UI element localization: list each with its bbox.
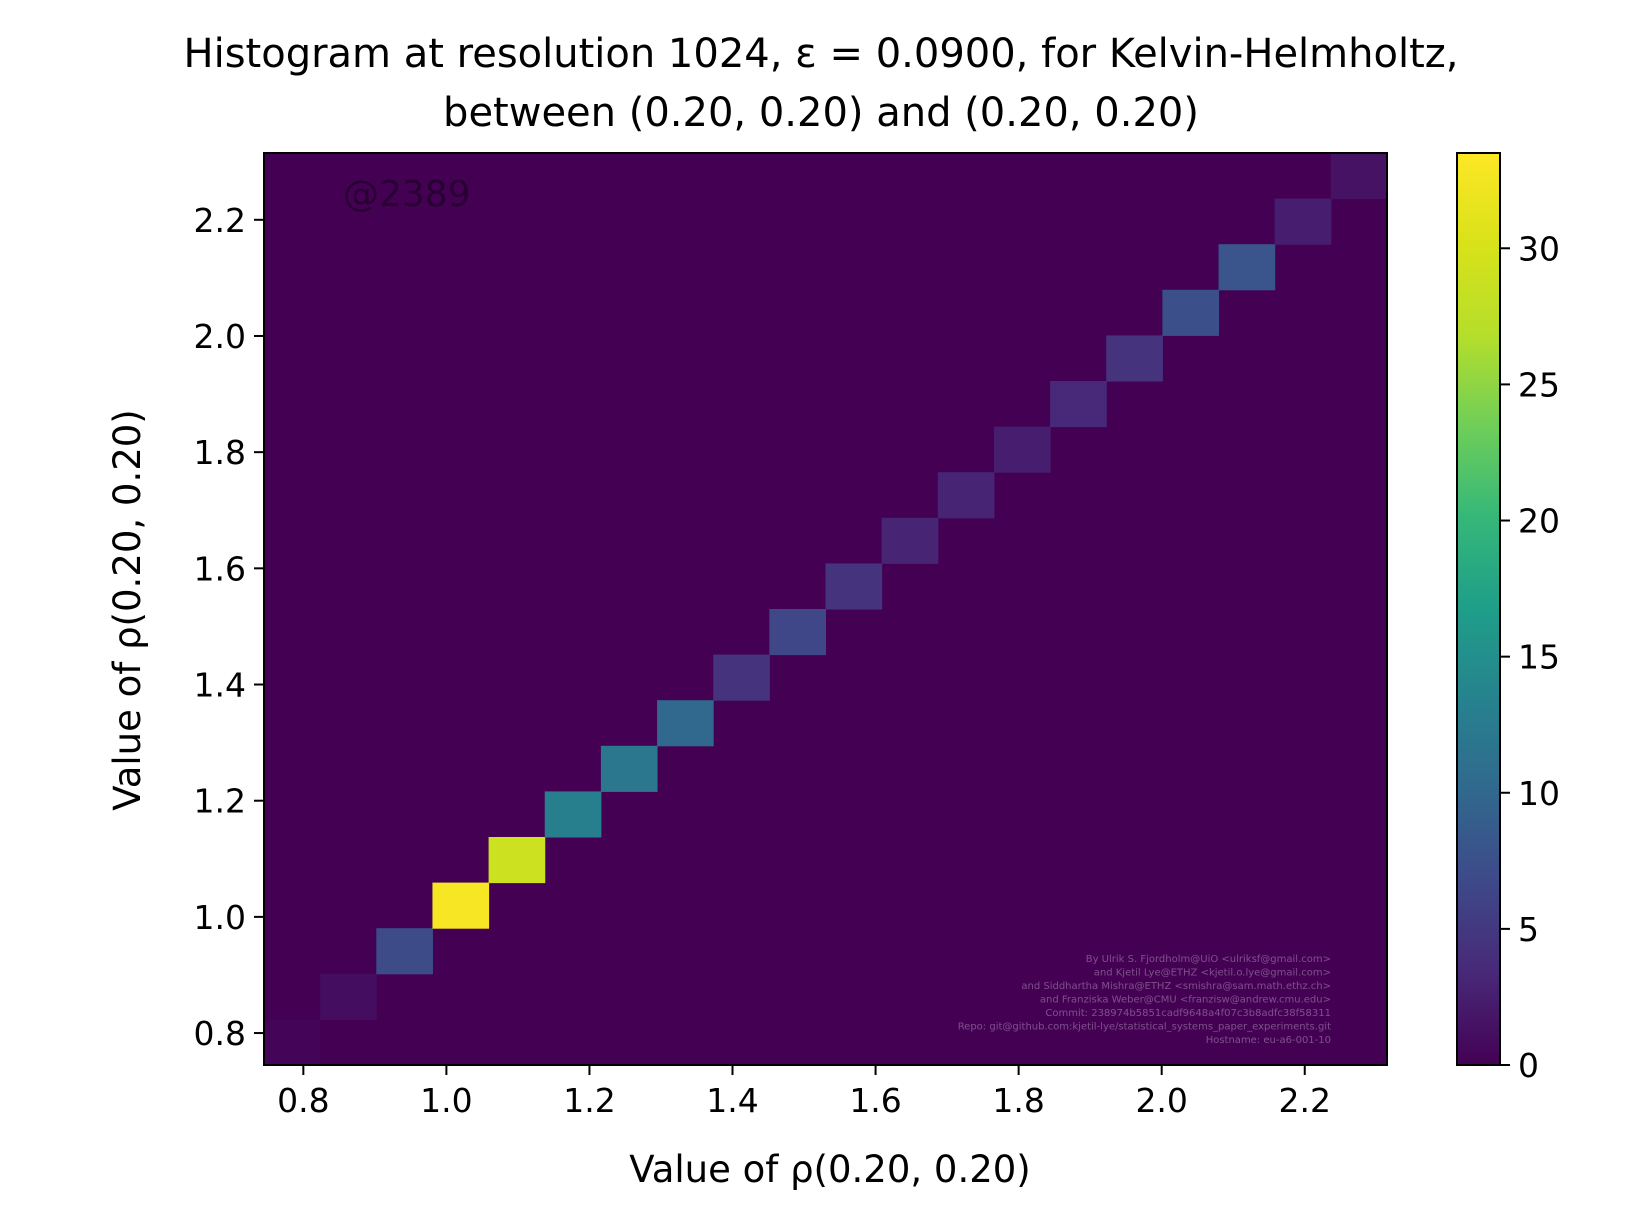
x-tick-label-2: 1.2 <box>563 1081 615 1120</box>
colorbar <box>1456 152 1501 1066</box>
colorbar-tick-label-6: 30 <box>1518 229 1560 268</box>
x-tick-label-4: 1.6 <box>849 1081 901 1120</box>
x-tick-label-3: 1.4 <box>706 1081 758 1120</box>
heatmap-cell-1 <box>320 973 377 1020</box>
heatmap-cell-2 <box>376 928 433 975</box>
plot-frame <box>263 152 1388 1066</box>
heatmap-cell-18 <box>1274 198 1332 245</box>
heatmap-cell-13 <box>993 426 1051 473</box>
y-tick-label-3: 1.4 <box>194 666 246 705</box>
x-tick-label-6: 2.0 <box>1135 1081 1187 1120</box>
y-tick-label-0: 0.8 <box>194 1014 246 1053</box>
y-axis-ticks: 0.8 1.0 1.2 1.4 1.6 1.8 2.0 2.2 <box>194 201 264 1053</box>
colorbar-tick-label-3: 15 <box>1518 638 1560 677</box>
heatmap-cell-11 <box>881 517 939 564</box>
heatmap-cell-16 <box>1162 289 1220 336</box>
heatmap-cell-8 <box>713 654 770 701</box>
watermark-label: @2389 <box>343 174 471 215</box>
heatmap-cell-0 <box>264 1019 321 1066</box>
colorbar-tick-label-1: 5 <box>1518 910 1539 949</box>
heatmap-cell-7 <box>657 700 714 747</box>
credits-line-4: Commit: 238974b5851cadf9648a4f07c3b8adfc… <box>1045 1008 1331 1019</box>
heatmap-cell-17 <box>1218 244 1276 291</box>
y-tick-label-5: 1.8 <box>194 433 246 472</box>
heatmap-cell-19 <box>1330 153 1388 200</box>
x-tick-label-1: 1.0 <box>420 1081 472 1120</box>
colorbar-tick-label-2: 10 <box>1518 774 1560 813</box>
y-tick-label-6: 2.0 <box>194 317 246 356</box>
x-tick-label-7: 2.2 <box>1278 1081 1330 1120</box>
heatmap-cell-4 <box>488 837 546 884</box>
heatmap-cell-5 <box>544 791 602 838</box>
x-tick-label-0: 0.8 <box>277 1081 329 1120</box>
y-tick-label-7: 2.2 <box>194 201 246 240</box>
y-axis-label: Value of ρ(0.20, 0.20) <box>106 409 149 810</box>
x-tick-label-5: 1.8 <box>992 1081 1044 1120</box>
credits-line-6: Hostname: eu-a6-001-10 <box>1206 1035 1331 1046</box>
heatmap-cell-15 <box>1106 335 1163 382</box>
heatmap-cell-9 <box>769 609 826 656</box>
x-axis-label: Value of ρ(0.20, 0.20) <box>629 1148 1030 1191</box>
colorbar-tick-label-0: 0 <box>1518 1046 1539 1085</box>
chart-title-line-1: Histogram at resolution 1024, ε = 0.0900… <box>184 31 1459 77</box>
colorbar-tick-label-4: 20 <box>1518 502 1560 541</box>
credits-line-2: and Siddhartha Mishra@ETHZ <smishra@sam.… <box>1021 981 1331 992</box>
y-tick-label-4: 1.6 <box>194 549 246 588</box>
x-axis-ticks: 0.8 1.0 1.2 1.4 1.6 1.8 2.0 2.2 <box>277 1065 1331 1120</box>
colorbar-ticks: 0 5 10 15 20 25 30 <box>1500 229 1560 1085</box>
heatmap-cell-6 <box>600 745 658 792</box>
credits-line-0: By Ulrik S. Fjordholm@UiO <ulriksf@gmail… <box>1086 954 1331 965</box>
y-tick-label-1: 1.0 <box>194 898 246 937</box>
credits-line-1: and Kjetil Lye@ETHZ <kjetil.o.lye@gmail.… <box>1094 968 1331 979</box>
chart-title-line-2: between (0.20, 0.20) and (0.20, 0.20) <box>443 90 1199 136</box>
colorbar-tick-label-5: 25 <box>1518 365 1560 404</box>
heatmap-cell-10 <box>825 563 883 610</box>
plot-area <box>263 152 1388 1066</box>
heatmap-cell-12 <box>937 472 995 519</box>
heatmap-cell-3 <box>432 882 490 929</box>
heatmap-cell-14 <box>1050 381 1107 428</box>
y-tick-label-2: 1.2 <box>194 782 246 821</box>
credits-line-5: Repo: git@github.com:kjetil-lye/statisti… <box>958 1022 1331 1033</box>
credits-line-3: and Franziska Weber@CMU <franzisw@andrew… <box>1040 995 1331 1006</box>
credits-block: By Ulrik S. Fjordholm@UiO <ulriksf@gmail… <box>958 954 1331 1046</box>
